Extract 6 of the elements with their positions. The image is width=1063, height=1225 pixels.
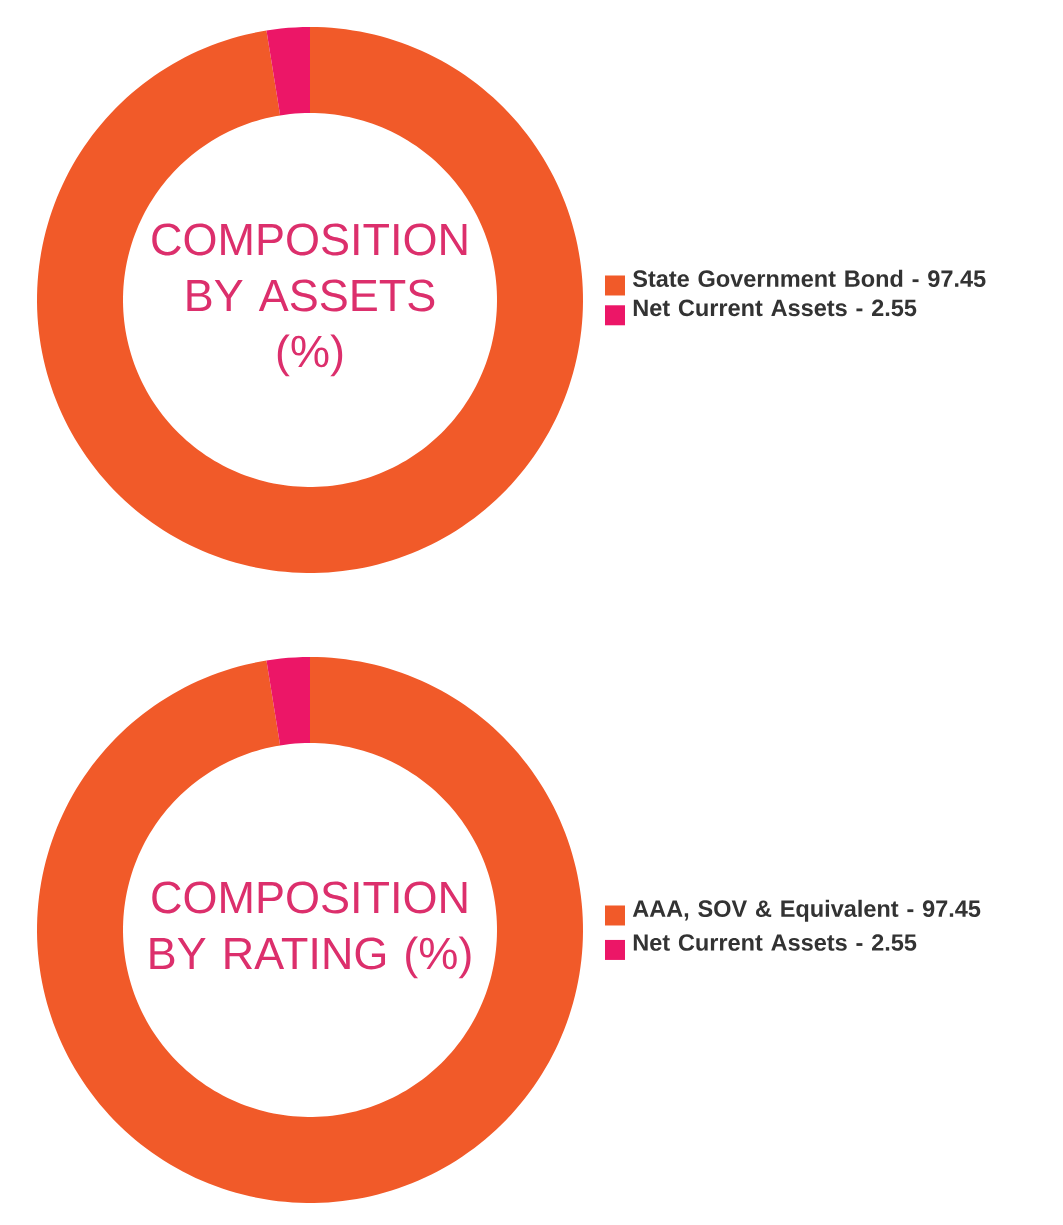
text: COMPOSITION BY RATING (%) [150, 881, 471, 979]
legend-label: AAA, SOV & Equivalent - 97.45 [632, 899, 981, 922]
legend-label: Net Current Assets - 2.55 [633, 934, 917, 951]
text: COMPOSITION BY ASSETS (%) [152, 223, 467, 377]
legend-label: Net Current Assets - 2.55 [633, 299, 917, 317]
legend-label: State Government Bond - 97.45 [632, 269, 986, 288]
